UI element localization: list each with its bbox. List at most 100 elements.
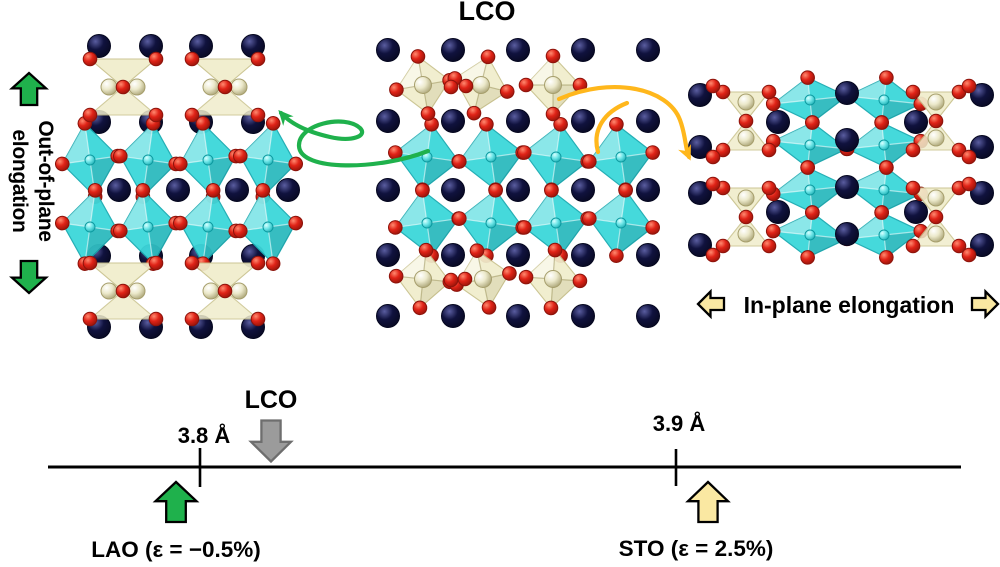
coo6-octahedron [388, 183, 466, 263]
cobalt-atom [804, 139, 816, 151]
aluminum-atom [100, 282, 118, 300]
lanthanum-atom [636, 109, 660, 133]
tetrahedra-pair [905, 180, 967, 254]
coo6-octahedron [172, 116, 244, 204]
coo6-octahedron [765, 205, 855, 265]
cobalt-atom [615, 151, 627, 163]
lanthanum-atom [506, 109, 530, 133]
oxygen-atom [480, 49, 496, 65]
cobalt-atom [804, 94, 816, 106]
oxygen-atom [738, 113, 754, 129]
cobalt-atom [485, 217, 497, 229]
lanthanum-atom [376, 243, 400, 267]
lanthanum-atom [636, 178, 660, 202]
oxygen-atom [879, 70, 894, 85]
aluminum-atom [927, 189, 945, 207]
oxygen-atom [582, 154, 597, 169]
oxygen-atom [82, 311, 98, 327]
oxygen-atom [457, 271, 473, 287]
oxygen-atom [217, 79, 233, 95]
oxygen-atom [645, 220, 660, 235]
lanthanum-atom [506, 178, 530, 202]
lanthanum-atom [835, 222, 859, 246]
lanthanum-atom [970, 181, 994, 205]
right-structure-in-plane [688, 70, 994, 265]
lanthanum-atom [276, 178, 300, 202]
oxygen-atom [82, 51, 98, 67]
lanthanum-atom [506, 38, 530, 62]
lao-up-arrow [152, 480, 200, 524]
lanthanum-atom [506, 304, 530, 328]
aluminum-atom [544, 270, 562, 288]
oxygen-atom [288, 156, 304, 172]
lanthanum-atom [766, 200, 790, 224]
lanthanum-atom [688, 83, 712, 107]
oxygen-atom [905, 142, 921, 158]
tetrahedra-pair [184, 51, 266, 123]
oxygen-atom [388, 220, 403, 235]
orange-curved-arrow [556, 85, 692, 161]
oxygen-atom [705, 247, 721, 263]
oxygen-atom [761, 84, 777, 100]
alo4-tetrahedron [388, 242, 458, 316]
lco-axis-label: LCO [244, 386, 298, 414]
center-structure-title: LCO [458, 0, 516, 26]
oxygen-atom [452, 211, 467, 226]
aluminum-atom [737, 129, 755, 147]
oxygen-atom [115, 283, 131, 299]
oxygen-atom [388, 268, 404, 284]
oxygen-atom [545, 48, 561, 64]
aluminum-atom [544, 76, 562, 94]
oxygen-atom [800, 70, 815, 85]
coo6-octahedron [582, 183, 660, 263]
alo4-tetrahedron [449, 243, 517, 315]
aluminum-atom [737, 225, 755, 243]
coo6-octahedron [112, 116, 184, 204]
oxygen-atom [172, 156, 188, 172]
lanthanum-atom [835, 128, 859, 152]
left-structure-out-of-plane [54, 34, 304, 339]
lanthanum-atom [636, 38, 660, 62]
oxygen-atom [800, 250, 815, 265]
green-curved-arrow [278, 110, 431, 168]
lao-substrate-label: LAO (ε = −0.5%) [91, 537, 261, 562]
oxygen-atom [418, 242, 434, 258]
oxygen-atom [488, 183, 503, 198]
alo4-tetrahedron [447, 49, 515, 121]
oxygen-atom [265, 256, 281, 271]
coo6-octahedron [517, 183, 595, 263]
oxygen-atom [54, 156, 70, 172]
oxygen-atom [715, 142, 731, 158]
lanthanum-atom [636, 243, 660, 267]
oxygen-atom [705, 149, 721, 165]
lanthanum-atom [225, 178, 249, 202]
oxygen-atom [761, 180, 777, 196]
orange-curved-arrow-branch [594, 100, 630, 155]
oxygen-atom [518, 269, 534, 285]
cobalt-atom [202, 221, 214, 233]
oxygen-atom [805, 205, 820, 220]
cobalt-atom [550, 151, 562, 163]
oxygen-atom [544, 183, 559, 198]
aluminum-atom [474, 270, 492, 288]
oxygen-atom [928, 113, 944, 129]
lanthanum-atom [441, 38, 465, 62]
oxygen-atom [715, 238, 731, 254]
aluminum-atom [128, 78, 146, 96]
lanthanum-atom [571, 178, 595, 202]
aluminum-atom [202, 78, 220, 96]
oxygen-atom [961, 247, 977, 263]
cobalt-atom [550, 217, 562, 229]
oxygen-atom [545, 106, 561, 122]
oxygen-atom [905, 84, 921, 100]
tetrahedra-pair [715, 84, 777, 158]
lanthanum-atom [636, 304, 660, 328]
oxygen-atom [951, 238, 967, 254]
cobalt-atom [878, 139, 890, 151]
lanthanum-atom [107, 178, 131, 202]
lanthanum-atom [166, 178, 190, 202]
oxygen-atom [148, 255, 164, 271]
oxygen-atom [466, 105, 482, 121]
oxygen-atom [195, 116, 211, 131]
